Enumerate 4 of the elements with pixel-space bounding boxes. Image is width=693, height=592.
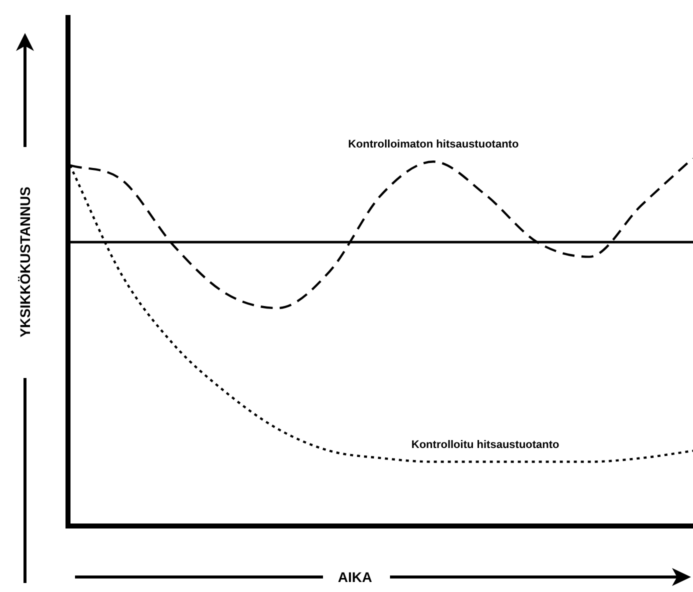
- x-axis-title: AIKA: [338, 569, 372, 585]
- y-axis-title: YKSIKKÖKUSTANNUS: [17, 186, 33, 338]
- series-label: Kontrolloitu hitsaustuotanto: [411, 438, 560, 451]
- series-label: Kontrolloimaton hitsaustuotanto: [348, 138, 519, 151]
